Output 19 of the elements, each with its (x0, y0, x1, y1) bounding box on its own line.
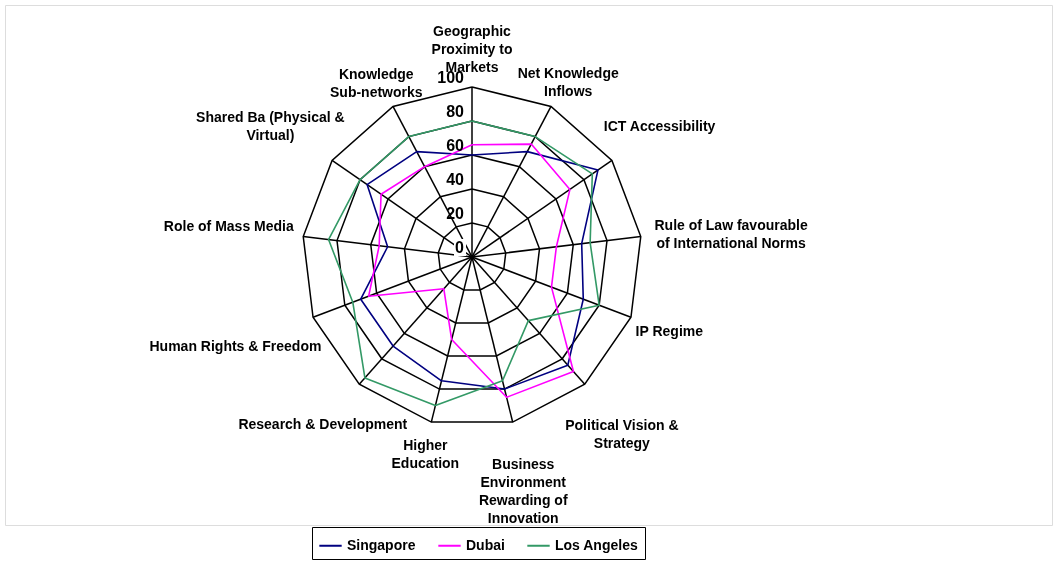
spoke-label: Net Knowledge Inflows (517, 64, 619, 99)
spoke-label: IP Regime (635, 322, 704, 339)
spoke-label: Political Vision & Strategy (565, 417, 679, 452)
legend-label: Los Angeles (555, 536, 638, 553)
legend-label: Dubai (466, 536, 505, 553)
spoke-label: Shared Ba (Physical & Virtual) (196, 108, 345, 143)
spoke-label: ICT Accessibility (603, 118, 716, 135)
spoke-label: Role of Mass Media (163, 218, 294, 235)
legend-label: Singapore (347, 536, 416, 553)
y-tick-label: 40 (446, 171, 465, 188)
spoke-label: Knowledge Sub-networks (329, 65, 423, 100)
spoke-label: Business Environment Rewarding of Innovation (478, 455, 568, 526)
spoke-label: Higher Education (391, 437, 460, 472)
y-tick-label: 60 (446, 137, 465, 154)
y-tick-label: 80 (446, 103, 465, 120)
spoke-label: Human Rights & Freedom (149, 337, 322, 354)
spoke-label: Rule of Law favourable of International Norms (654, 216, 808, 251)
spoke-label: Research & Development (238, 416, 408, 433)
y-tick-label: 0 (455, 239, 465, 256)
